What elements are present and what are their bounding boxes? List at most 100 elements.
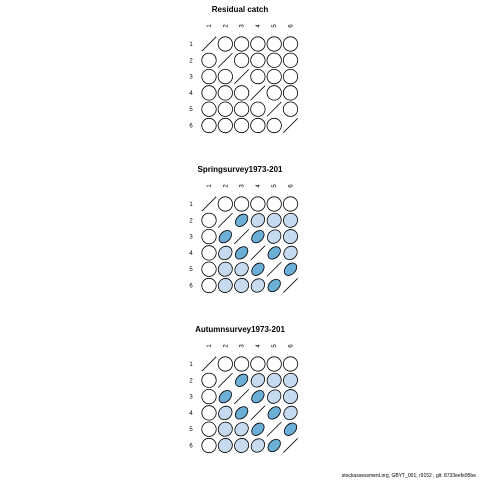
column-label: 4 <box>256 344 262 348</box>
column-label: 4 <box>256 184 262 188</box>
diagonal-line <box>266 421 282 437</box>
diagonal-line <box>283 278 298 293</box>
correlation-ellipse <box>201 437 217 454</box>
column-label: 1 <box>207 24 213 28</box>
correlation-ellipse <box>282 52 299 68</box>
correlation-ellipse <box>201 85 217 101</box>
correlation-ellipse <box>266 212 282 228</box>
correlation-ellipse <box>282 196 299 212</box>
correlation-ellipse <box>201 117 217 134</box>
correlation-ellipse <box>217 261 233 277</box>
correlation-ellipse <box>201 405 217 421</box>
correlation-ellipse <box>234 262 249 277</box>
correlation-ellipse <box>217 68 233 85</box>
correlation-ellipse <box>217 278 233 293</box>
correlation-ellipse <box>283 262 298 276</box>
correlation-ellipse <box>250 117 266 134</box>
correlation-ellipse <box>250 101 266 117</box>
correlation-ellipse <box>217 421 233 437</box>
correlation-ellipse <box>250 356 266 372</box>
correlation-ellipse <box>234 406 249 420</box>
correlation-ellipse <box>250 196 266 212</box>
diagonal-line <box>234 69 250 85</box>
correlation-ellipse <box>234 373 249 387</box>
correlation-ellipse <box>266 69 282 85</box>
column-label: 2 <box>223 344 229 348</box>
correlation-ellipse <box>283 372 298 388</box>
column-label: 3 <box>240 184 246 188</box>
row-label: 2 <box>189 378 193 384</box>
panel-title: Autumnsurvey1973-201 <box>195 325 285 334</box>
correlation-ellipse <box>267 389 282 404</box>
diagonal-line <box>266 261 282 277</box>
correlation-ellipse <box>282 36 299 52</box>
correlation-ellipse <box>217 101 233 117</box>
diagonal-line <box>250 405 266 421</box>
column-label: 6 <box>289 344 295 348</box>
diagonal-line <box>283 438 298 453</box>
row-label: 1 <box>189 362 193 368</box>
correlation-ellipse <box>250 68 266 85</box>
row-label: 3 <box>189 75 193 81</box>
column-label: 6 <box>289 184 295 188</box>
column-label: 6 <box>289 24 295 28</box>
row-label: 6 <box>189 444 193 450</box>
correlation-ellipse <box>267 406 281 420</box>
correlation-ellipse <box>266 52 282 68</box>
correlation-ellipse <box>201 388 217 405</box>
correlation-ellipse <box>251 262 265 276</box>
correlation-ellipse <box>201 245 217 261</box>
correlation-ellipse <box>267 229 282 244</box>
column-label: 2 <box>223 184 229 188</box>
correlation-ellipse <box>234 36 250 52</box>
correlation-ellipse <box>234 52 250 68</box>
correlation-ellipse <box>234 278 250 293</box>
row-label: 6 <box>189 284 193 290</box>
correlation-ellipse <box>283 422 298 436</box>
correlation-ellipse <box>234 117 250 134</box>
row-label: 4 <box>189 251 193 257</box>
diagonal-line <box>217 212 233 228</box>
correlation-ellipse <box>250 36 266 52</box>
correlation-ellipse <box>267 278 281 293</box>
correlation-ellipse <box>282 69 299 85</box>
diagonal-line <box>217 372 233 388</box>
correlation-ellipse <box>267 438 281 453</box>
correlation-ellipse <box>283 245 298 261</box>
correlation-ellipse <box>266 117 282 134</box>
correlation-ellipse <box>234 85 250 101</box>
correlation-ellipse <box>233 356 250 372</box>
correlation-ellipse <box>251 229 265 244</box>
diagonal-line <box>217 52 233 68</box>
correlation-ellipse <box>201 101 217 117</box>
diagonal-line <box>234 229 250 245</box>
correlation-ellipse <box>201 277 217 294</box>
correlation-ellipse <box>283 389 298 405</box>
panel-title: Springsurvey1973-201 <box>198 165 283 174</box>
row-label: 5 <box>189 107 193 113</box>
correlation-ellipse <box>250 52 266 68</box>
correlation-ellipse <box>266 196 282 212</box>
diagonal-line <box>234 389 250 405</box>
row-label: 4 <box>189 411 193 417</box>
footer-credit: stockassessment.org, GBYT_001, r9152 , g… <box>341 473 476 479</box>
correlation-ellipse <box>218 245 233 261</box>
panel-3: Autumnsurvey1973-201 1 2 3 4 5 6 1 2 3 4 5 6 <box>189 325 299 454</box>
correlation-ellipse <box>201 372 217 388</box>
correlation-ellipse <box>201 68 217 85</box>
correlation-ellipse <box>234 213 249 227</box>
correlation-ellipse <box>283 229 298 245</box>
correlation-ellipse <box>266 372 282 388</box>
row-label: 1 <box>189 202 193 208</box>
correlation-ellipse <box>217 117 233 134</box>
correlation-ellipse <box>250 438 266 453</box>
correlation-ellipse <box>250 278 266 293</box>
correlation-ellipse <box>201 421 217 437</box>
correlation-ellipse <box>201 261 217 277</box>
row-label: 2 <box>189 218 193 224</box>
correlation-ellipse <box>283 212 298 228</box>
correlation-ellipse <box>282 85 299 101</box>
diagonal-line <box>201 356 217 372</box>
panel-2: Springsurvey1973-201 1 2 3 4 5 6 1 2 3 4 5 6 <box>189 165 299 294</box>
